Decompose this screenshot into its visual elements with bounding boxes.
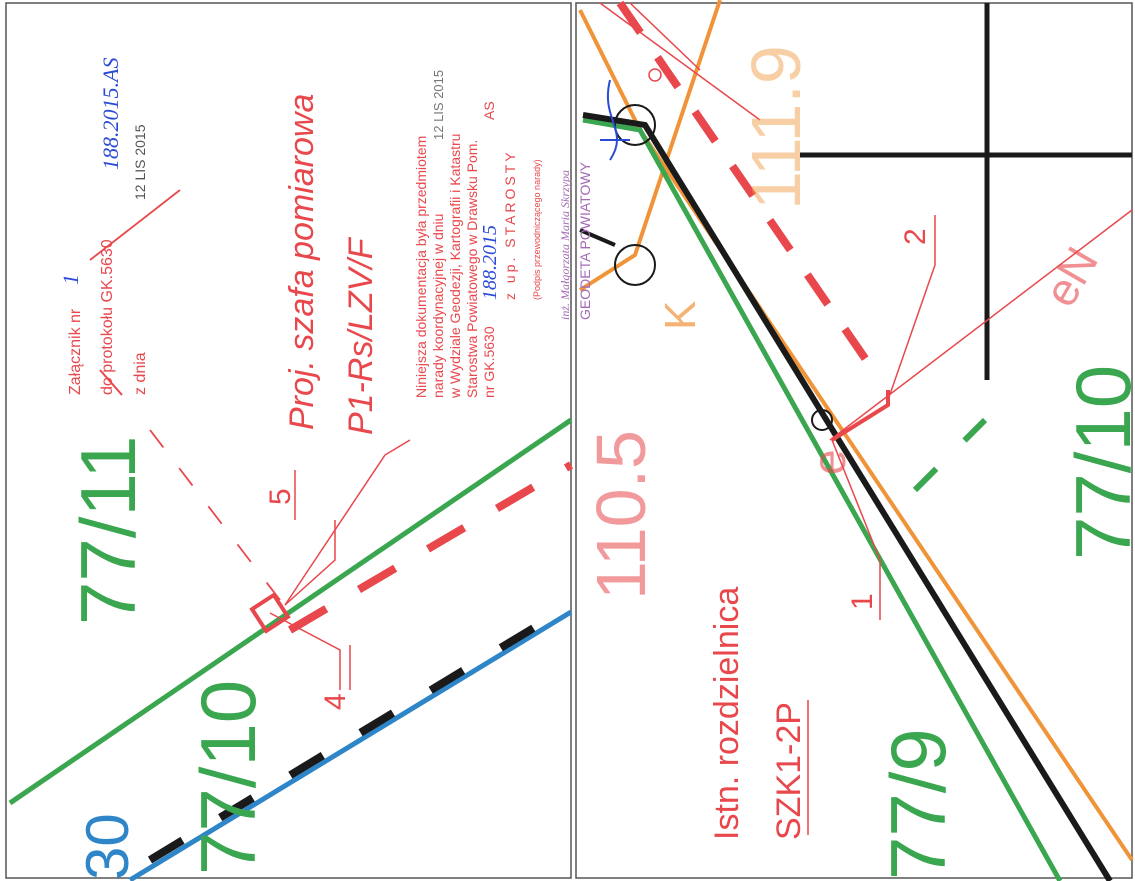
attachment-stroke <box>99 369 123 396</box>
attachment-value: 1 <box>58 274 83 285</box>
black-stub <box>579 228 616 247</box>
protocol-label: do protokołu GK.5630 <box>99 239 116 395</box>
red-dashed-line-right <box>616 0 884 383</box>
parcel-30: 30 <box>74 813 141 880</box>
point-2-label: 2 <box>899 228 932 245</box>
letter-k: K <box>656 301 705 330</box>
date-label: z dnia <box>132 352 149 395</box>
surveyor-name: inż. Małgorzata Maria Skrzypa <box>558 170 572 320</box>
notice-line-3: w Wydziale Geodezji, Kartografii i Katas… <box>447 134 463 399</box>
parcel-77-9: 77/9 <box>874 728 962 880</box>
signature-scribble <box>600 79 630 161</box>
proj-cabinet-title: Proj. szafa pomiarowa <box>283 94 321 430</box>
leader-point-2 <box>887 215 936 401</box>
leader-point-1 <box>831 439 881 620</box>
left-panel: 4 5 77/11 77/10 30 Proj. szafa pomiarowa… <box>8 58 574 881</box>
leader-point-4 <box>269 612 341 690</box>
existing-cabinet-title: Istn. rozdzielnica <box>708 587 746 840</box>
red-measure-line <box>829 209 1133 441</box>
left-panel-frame <box>5 2 572 879</box>
leader-point-5 <box>284 520 336 606</box>
letter-e: e <box>803 449 855 475</box>
proj-cabinet-marker <box>249 592 291 634</box>
leader-proj-label <box>284 439 411 606</box>
point-4-label: 4 <box>319 693 352 710</box>
blue-utility-line <box>128 609 573 881</box>
height-111-9: 111.9 <box>737 45 815 210</box>
notice-line-7: (Podpis przewodniczącego narady) <box>532 159 542 300</box>
parcel-77-11: 77/11 <box>64 436 152 625</box>
notice-line-2: narady koordynacyjnej w dniu <box>430 214 446 398</box>
pole-circle-2 <box>614 244 656 286</box>
notice-line-6: z up. STAROSTY <box>502 149 518 300</box>
parcel-77-10-right: 77/10 <box>1059 365 1135 560</box>
black-existing-cable <box>582 112 1113 881</box>
cabinet-circle <box>811 409 833 431</box>
green-parcel-line-right <box>582 117 1063 881</box>
proj-cabinet-code: P1-Rs/LZV/F <box>342 236 380 435</box>
notice-line-1: Niniejsza dokumentacja była przedmiotem <box>413 136 429 398</box>
red-small-circle <box>648 68 662 82</box>
red-thin-line-b <box>599 2 761 121</box>
notice-line-5-value: 188.2015 <box>479 225 501 300</box>
red-dashed-line <box>287 461 574 634</box>
coordination-stamp: Niniejsza dokumentacja była przedmiotem … <box>413 70 542 399</box>
parcel-77-10: 77/10 <box>184 680 272 875</box>
green-parcel-line <box>8 417 573 806</box>
orange-line-branch <box>578 0 722 292</box>
notice-line-2-date: 12 LIS 2015 <box>431 70 446 140</box>
red-thin-tick <box>89 189 181 261</box>
notice-line-4: Starostwa Powiatowego w Drawsku Pom. <box>464 140 480 398</box>
green-dashed-tick <box>912 417 988 493</box>
surveyor-title: GEODETA POWIATOWY <box>577 161 593 320</box>
panel-borders <box>5 2 1133 879</box>
right-panel-frame <box>575 2 1133 879</box>
red-thin-line-a <box>629 2 701 71</box>
red-thin-dashed-line <box>149 429 281 601</box>
right-panel: 1 2 110.5 111.9 K e eN 77/10 77/9 Istn. … <box>558 0 1135 881</box>
date-value: 12 LIS 2015 <box>132 124 148 200</box>
notice-line-5: nr GK.5630 <box>481 326 497 398</box>
point-1-label: 1 <box>846 593 879 610</box>
height-110-5: 110.5 <box>582 430 660 600</box>
existing-cabinet-code: SZK1-2P <box>770 702 808 840</box>
notice-line-5-suffix: AS <box>481 101 497 120</box>
attachment-label: Załącznik nr <box>67 308 84 395</box>
surveyor-stamp: inż. Małgorzata Maria Skrzypa GEODETA PO… <box>558 79 630 320</box>
point-5-label: 5 <box>264 488 297 505</box>
protocol-value: 188.2015.AS <box>98 58 123 170</box>
attachment-stamp: Załącznik nr 1 do protokołu GK.5630 188.… <box>58 58 149 396</box>
